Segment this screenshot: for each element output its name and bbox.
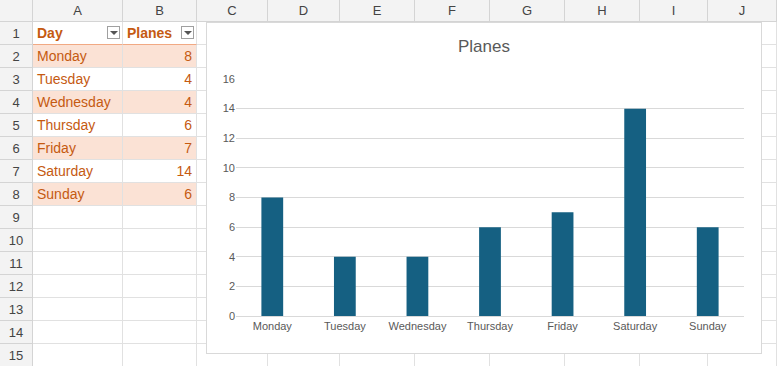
html-text:11: 11	[9, 256, 23, 271]
html-text:Wednesday: Wednesday	[37, 94, 111, 110]
html-text:G: G	[521, 3, 533, 18]
html-text:J: J	[738, 3, 746, 18]
html-text:12: 12	[8, 279, 24, 294]
svg-text:Monday: Monday	[253, 320, 293, 332]
svg-text:16: 16	[223, 73, 235, 85]
html-text:7: 7	[12, 164, 20, 179]
html-text:6: 6	[184, 117, 192, 133]
html-text:14: 14	[8, 325, 24, 340]
svg-text:Thursday: Thursday	[467, 320, 513, 332]
svg-text:8: 8	[229, 191, 235, 203]
svg-text:Wednesday: Wednesday	[388, 320, 446, 332]
html-text:C: C	[227, 3, 237, 18]
html-text:9: 9	[12, 210, 20, 225]
svg-text:14: 14	[223, 102, 235, 114]
html-text:D: D	[298, 3, 309, 18]
html-text:4: 4	[12, 95, 20, 110]
svg-text:6: 6	[229, 221, 235, 233]
html-text:Monday: Monday	[37, 48, 87, 64]
html-text:Tuesday: Tuesday	[37, 71, 91, 87]
html-text:I: I	[671, 3, 676, 18]
html-text:H: H	[597, 3, 607, 18]
html-text:6: 6	[184, 186, 192, 202]
html-text:10: 10	[8, 233, 24, 248]
svg-text:2: 2	[229, 280, 235, 292]
html-text:3: 3	[12, 72, 20, 87]
svg-text:4: 4	[229, 251, 235, 263]
svg-text:Sunday: Sunday	[689, 320, 727, 332]
svg-text:0: 0	[229, 310, 235, 322]
html-text:5: 5	[12, 118, 20, 133]
svg-text:10: 10	[223, 162, 235, 174]
html-text:Planes: Planes	[127, 25, 173, 41]
html-text:8: 8	[184, 48, 192, 64]
html-text:15: 15	[8, 348, 24, 363]
html-text:8: 8	[12, 187, 20, 202]
svg-text:Saturday: Saturday	[613, 320, 658, 332]
html-text:Friday: Friday	[37, 140, 76, 156]
html-text:7: 7	[184, 140, 192, 156]
html-text:Sunday: Sunday	[37, 186, 85, 202]
html-text:2: 2	[12, 49, 20, 64]
html-text:4: 4	[184, 71, 192, 87]
svg-text:Friday: Friday	[547, 320, 578, 332]
html-text:13: 13	[8, 302, 24, 317]
html-text:E: E	[372, 3, 382, 18]
svg-text:Tuesday: Tuesday	[324, 320, 366, 332]
html-text:B: B	[155, 3, 164, 18]
html-text:Day: Day	[37, 25, 63, 41]
html-text:Thursday: Thursday	[37, 117, 96, 133]
html-text:F: F	[448, 3, 456, 18]
html-text:6: 6	[12, 141, 20, 156]
svg-text:Planes: Planes	[458, 37, 510, 56]
svg-text:12: 12	[223, 132, 235, 144]
html-text:A: A	[73, 3, 82, 18]
html-text:1: 1	[12, 26, 20, 41]
html-text:Saturday: Saturday	[37, 163, 93, 179]
html-text:14: 14	[176, 163, 192, 179]
html-text:4: 4	[184, 94, 192, 110]
